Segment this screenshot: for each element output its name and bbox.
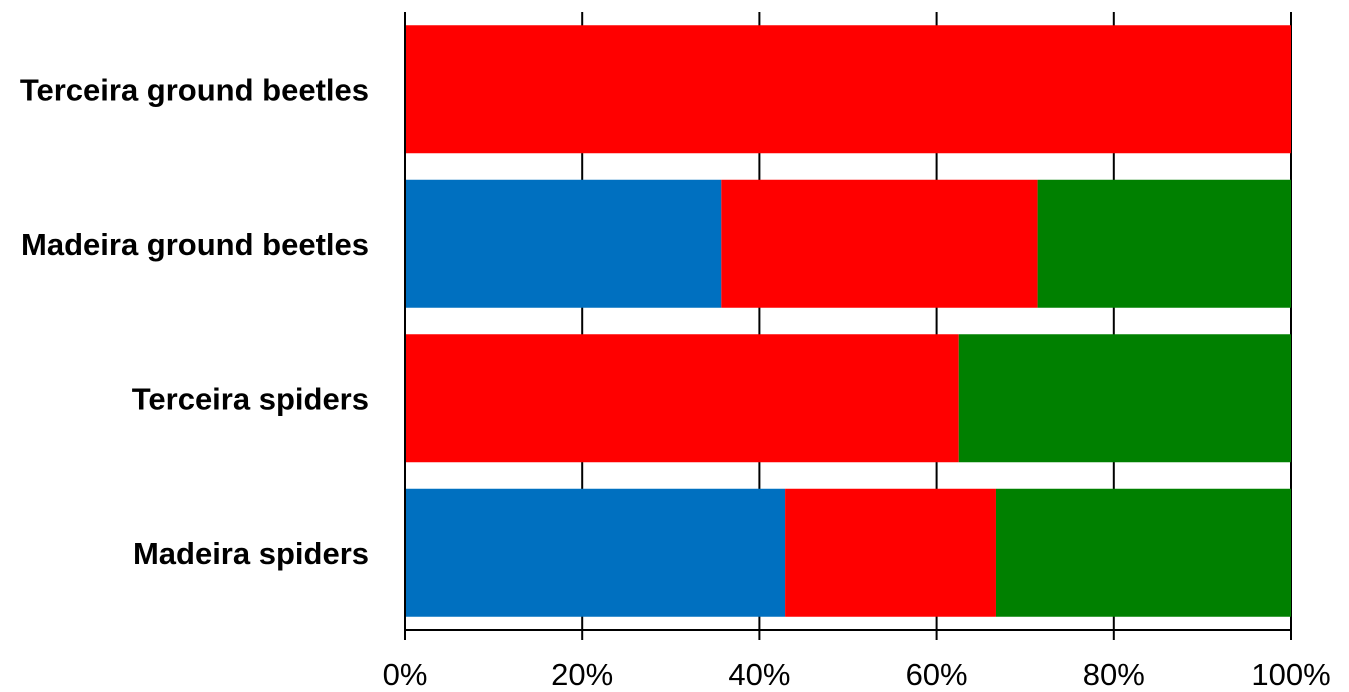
- axes: [404, 12, 1292, 640]
- x-tick-label: 100%: [1251, 657, 1330, 692]
- x-tick-label: 0%: [383, 657, 428, 692]
- bar-segment: [721, 179, 1038, 308]
- bar-segment: [405, 179, 722, 308]
- category-label: Terceira ground beetles: [20, 72, 369, 107]
- category-label: Madeira spiders: [133, 536, 369, 571]
- category-labels: Terceira ground beetles Madeira ground be…: [20, 72, 369, 571]
- bar-segment: [995, 488, 1291, 617]
- bar-segment: [405, 488, 786, 617]
- x-tick-label: 20%: [551, 657, 613, 692]
- bar-segment: [785, 488, 996, 617]
- bar-segment: [958, 334, 1291, 463]
- bars: [405, 25, 1291, 617]
- x-tick-label: 60%: [906, 657, 968, 692]
- bar-segment: [405, 334, 959, 463]
- bar-segment: [1037, 179, 1291, 308]
- x-tick-label: 80%: [1083, 657, 1145, 692]
- category-label: Terceira spiders: [132, 381, 369, 416]
- category-label: Madeira ground beetles: [21, 227, 369, 262]
- x-tick-label: 40%: [728, 657, 790, 692]
- tick-labels: 0% 20% 40% 60% 80% 100%: [383, 657, 1331, 692]
- bar-segment: [405, 25, 1291, 154]
